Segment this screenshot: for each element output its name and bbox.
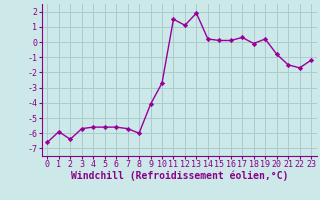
X-axis label: Windchill (Refroidissement éolien,°C): Windchill (Refroidissement éolien,°C) (70, 171, 288, 181)
